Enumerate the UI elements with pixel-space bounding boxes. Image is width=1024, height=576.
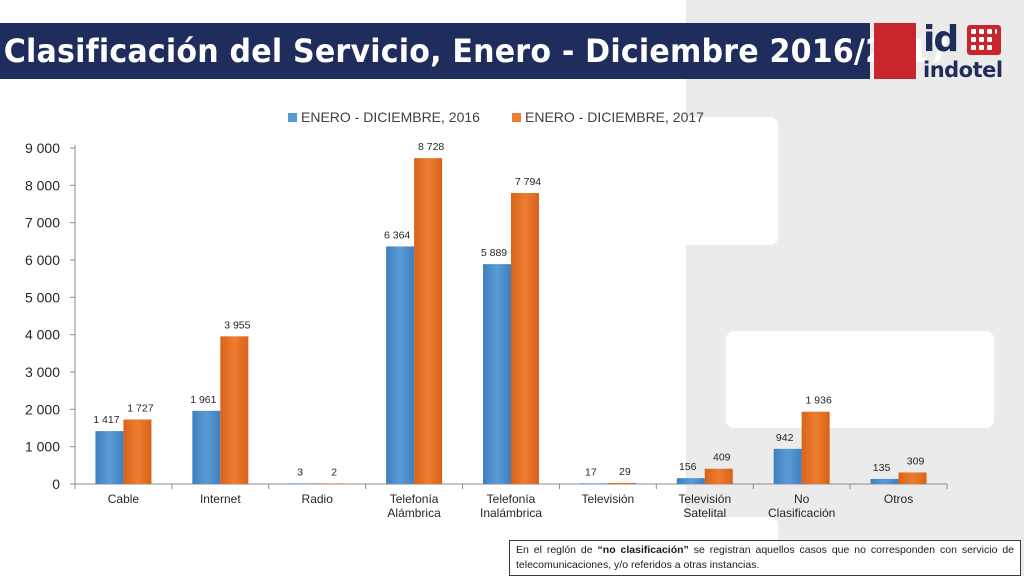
x-category-label: No Clasificación — [768, 492, 835, 520]
x-category-label: Radio — [302, 492, 334, 506]
data-label-2016: 942 — [776, 432, 794, 444]
bar-2017 — [220, 336, 249, 484]
y-tick-label: 5 000 — [25, 289, 60, 305]
y-tick-label: 3 000 — [25, 364, 60, 380]
bar-2017 — [898, 472, 927, 484]
bar-2017 — [317, 483, 346, 484]
y-tick-label: 1 000 — [25, 439, 60, 455]
data-label-2017: 1 727 — [127, 403, 153, 415]
bar-2016 — [192, 410, 221, 484]
logo-wordmark: indotel — [923, 58, 1003, 82]
background-white-panel — [686, 117, 778, 245]
data-label-2016: 17 — [585, 466, 597, 478]
background-grey-panel — [686, 0, 1024, 576]
x-category-label: Otros — [884, 492, 913, 506]
brand-red-block — [874, 23, 916, 79]
bar-2017 — [607, 482, 636, 484]
legend-label-2: ENERO - DICIEMBRE, 2017 — [525, 109, 704, 125]
x-category-label: Telefonía Inalámbrica — [480, 492, 542, 520]
x-category-label: Telefonía Alámbrica — [387, 492, 441, 520]
bar-2016 — [95, 431, 124, 484]
logo-dot-grid-icon — [967, 25, 1001, 55]
y-tick-label: 9 000 — [25, 140, 60, 156]
data-label-2016: 1 961 — [190, 394, 216, 406]
bar-2016 — [386, 246, 415, 484]
bar-2016 — [870, 478, 899, 484]
x-category-label: Cable — [108, 492, 140, 506]
note-bold: “no clasificación” — [597, 544, 689, 556]
bar-2017 — [511, 193, 539, 485]
data-label-2017: 8 728 — [418, 141, 444, 153]
bar-2016 — [483, 264, 511, 484]
x-category-label: Internet — [200, 492, 241, 506]
data-label-2017: 309 — [907, 455, 925, 467]
data-label-2017: 1 936 — [806, 395, 832, 407]
data-label-2017: 7 794 — [515, 176, 541, 188]
bar-2016 — [289, 483, 318, 484]
data-label-2016: 3 — [297, 466, 303, 478]
data-label-2017: 409 — [713, 452, 731, 464]
indotel-logo: id indotel — [921, 20, 1003, 84]
x-category-label: Televisión — [582, 492, 635, 506]
data-label-2016: 6 364 — [384, 229, 410, 241]
bar-chart: ENERO - DICIEMBRE, 2016 ENERO - DICIEMBRE… — [25, 109, 948, 520]
data-label-2017: 2 — [331, 466, 337, 478]
data-label-2016: 5 889 — [481, 247, 507, 259]
data-label-2017: 3 955 — [224, 319, 250, 331]
bar-2017 — [414, 158, 443, 484]
y-tick-label: 8 000 — [25, 177, 60, 193]
legend-swatch-2 — [512, 113, 521, 122]
data-label-2016: 1 417 — [93, 414, 119, 426]
bar-2016 — [579, 483, 608, 484]
note-prefix: En el reglón de — [516, 544, 598, 556]
y-tick-label: 4 000 — [25, 327, 60, 343]
page-title: Clasificación del Servicio, Enero - Dici… — [3, 32, 950, 70]
footnote-box: En el reglón de “no clasificación” se re… — [509, 540, 1021, 576]
bar-2017 — [704, 468, 733, 484]
legend-swatch-1 — [288, 113, 297, 122]
background-white-panel — [726, 331, 994, 428]
legend-label-1: ENERO - DICIEMBRE, 2016 — [301, 109, 480, 125]
logo-mark: id — [923, 19, 959, 60]
y-tick-label: 7 000 — [25, 215, 60, 231]
data-label-2016: 156 — [679, 461, 697, 473]
bar-2017 — [801, 411, 830, 484]
y-tick-label: 6 000 — [25, 252, 60, 268]
title-banner: Clasificación del Servicio, Enero - Dici… — [0, 23, 949, 79]
y-tick-label: 0 — [52, 476, 60, 492]
data-label-2017: 29 — [619, 466, 631, 478]
bar-2017 — [123, 419, 152, 484]
x-category-label: Televisión Satelital — [678, 492, 731, 520]
note-suffix: se registran aquellos casos que no corre… — [516, 544, 1015, 571]
y-tick-label: 2 000 — [25, 401, 60, 417]
data-label-2016: 135 — [873, 462, 891, 474]
bar-2016 — [676, 478, 705, 484]
bar-2016 — [773, 448, 802, 484]
